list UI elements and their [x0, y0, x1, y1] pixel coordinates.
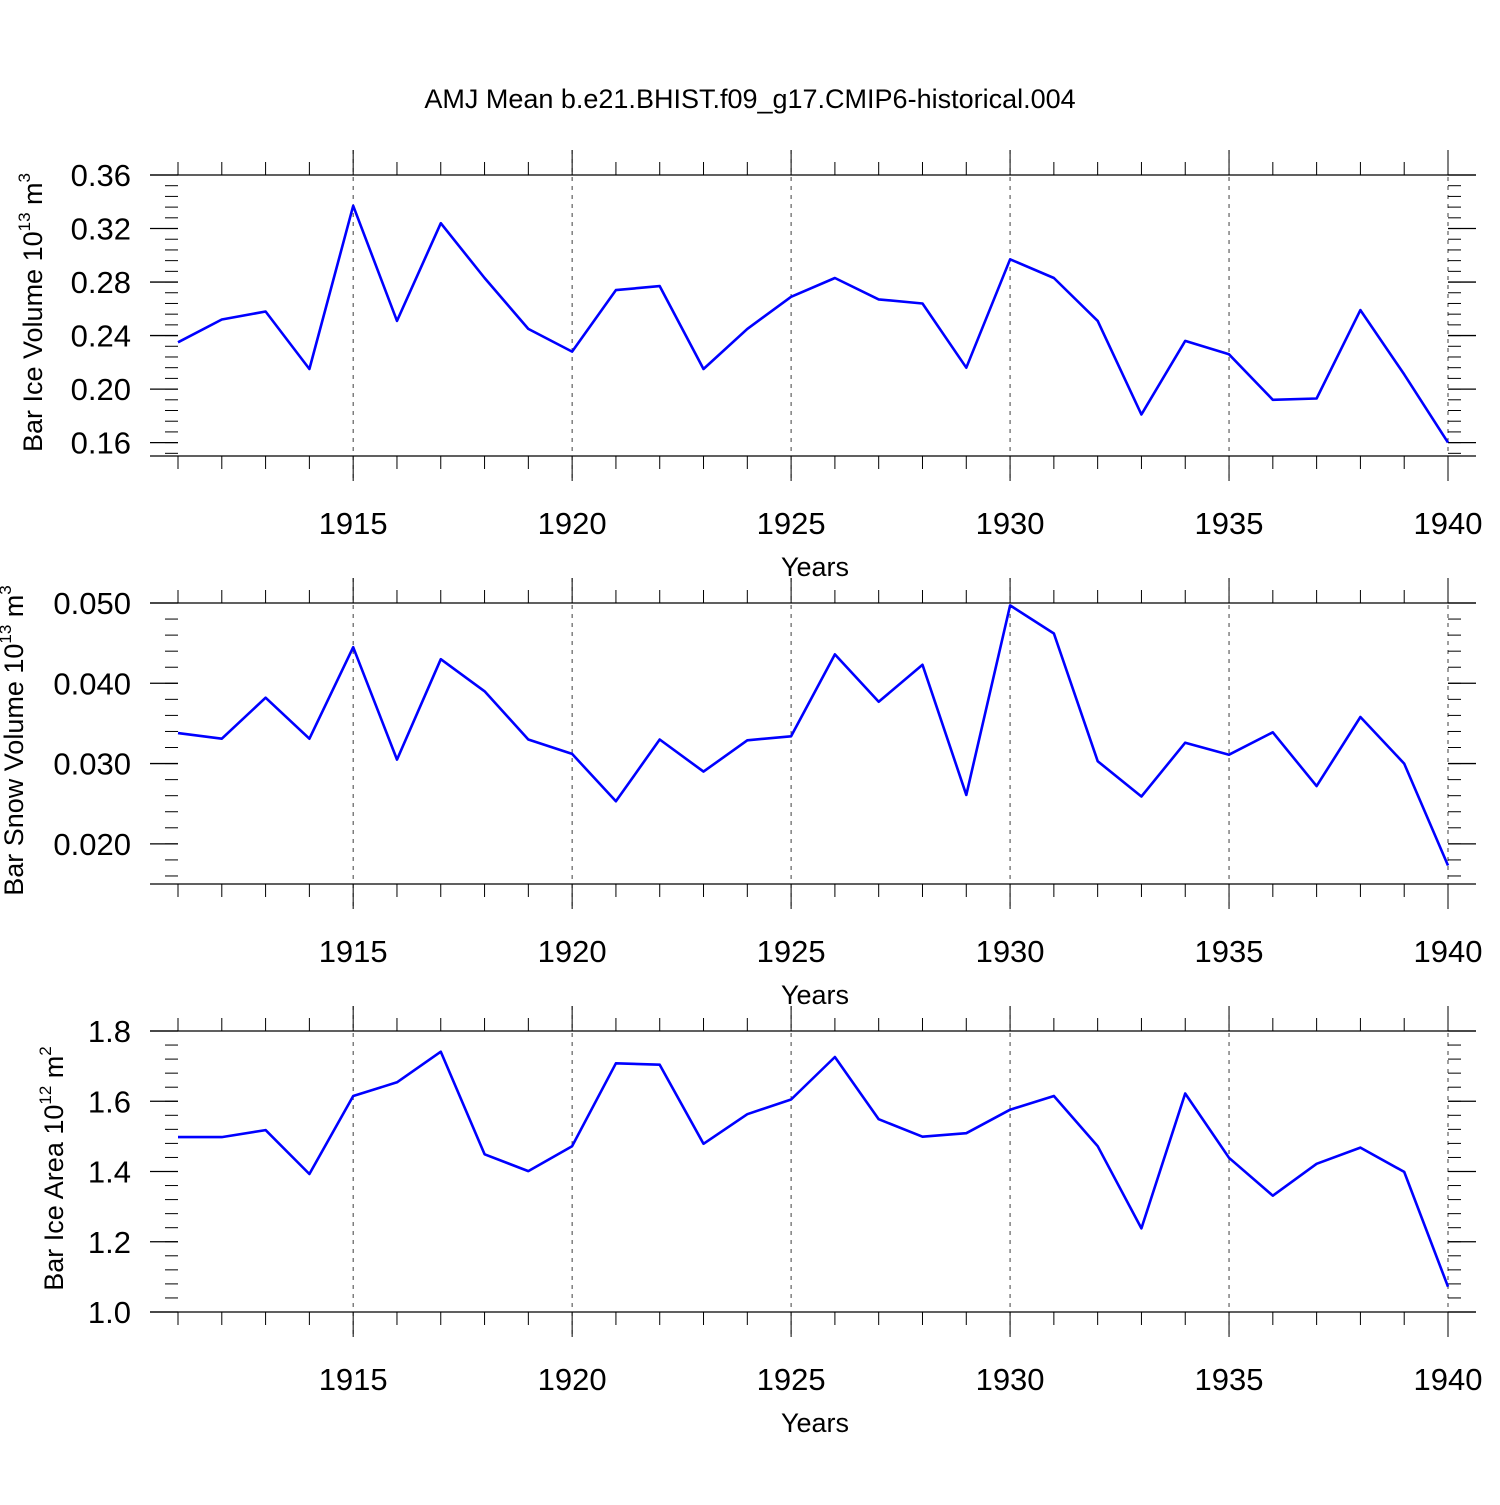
x-tick-label: 1930: [976, 506, 1045, 541]
x-tick-label: 1930: [976, 1362, 1045, 1397]
y-tick-label: 1.4: [88, 1155, 131, 1190]
panel-1: 0.16 0.20 0.24 0.28 0.32 0.36 1915 1920 1925 1930…: [15, 150, 1482, 582]
series-line: [178, 1050, 1450, 1288]
x-tick-label: 1940: [1414, 506, 1483, 541]
x-tick-label: 1920: [538, 934, 607, 969]
y-tick-label: 0.030: [53, 747, 131, 782]
x-tick-label: 1915: [319, 506, 388, 541]
y-tick-label: 0.36: [71, 158, 131, 193]
x-tick-label: 1920: [538, 506, 607, 541]
y-tick-label: 1.2: [88, 1225, 131, 1260]
y-tick-label: 1.6: [88, 1084, 131, 1119]
y-tick-label: 0.20: [71, 372, 131, 407]
x-tick-label: 1925: [757, 1362, 826, 1397]
y-tick-label: 0.050: [53, 586, 131, 621]
y-tick-label: 0.24: [71, 319, 131, 354]
x-tick-label: 1935: [1195, 506, 1264, 541]
x-tick-label: 1940: [1414, 934, 1483, 969]
x-tick-label: 1935: [1195, 934, 1264, 969]
x-tick-label: 1925: [757, 506, 826, 541]
x-tick-label: 1930: [976, 934, 1045, 969]
y-tick-label: 0.16: [71, 426, 131, 461]
x-tick-label: 1920: [538, 1362, 607, 1397]
figure-title: AMJ Mean b.e21.BHIST.f09_g17.CMIP6-histo…: [424, 84, 1076, 114]
x-axis-label: Years: [781, 552, 849, 582]
x-tick-label: 1925: [757, 934, 826, 969]
y-tick-label: 0.32: [71, 212, 131, 247]
series-line: [177, 604, 1450, 867]
y-tick-label: 0.28: [71, 265, 131, 300]
y-tick-label: 1.8: [88, 1014, 131, 1049]
x-axis-label: Years: [781, 1408, 849, 1438]
panel-2: 0.020 0.030 0.040 0.050 1915 1920 1925 1930 1935…: [0, 578, 1482, 1010]
y-axis-label: Bar Ice Area 1012 m2: [36, 1046, 69, 1291]
x-tick-label: 1940: [1414, 1362, 1483, 1397]
x-tick-label: 1935: [1195, 1362, 1264, 1397]
x-tick-label: 1915: [319, 1362, 388, 1397]
y-tick-label: 0.020: [53, 827, 131, 862]
series-line: [177, 204, 1450, 444]
panel-3: 1.0 1.2 1.4 1.6 1.8 1915 1920 1925 1930 1935 1940 Y…: [36, 1006, 1482, 1438]
x-tick-label: 1915: [319, 934, 388, 969]
y-tick-label: 0.040: [53, 666, 131, 701]
y-axis-label: Bar Ice Volume 1013 m3: [15, 173, 48, 452]
y-tick-label: 1.0: [88, 1295, 131, 1330]
y-axis-label: Bar Snow Volume 1013 m3: [0, 585, 29, 896]
x-axis-label: Years: [781, 980, 849, 1010]
